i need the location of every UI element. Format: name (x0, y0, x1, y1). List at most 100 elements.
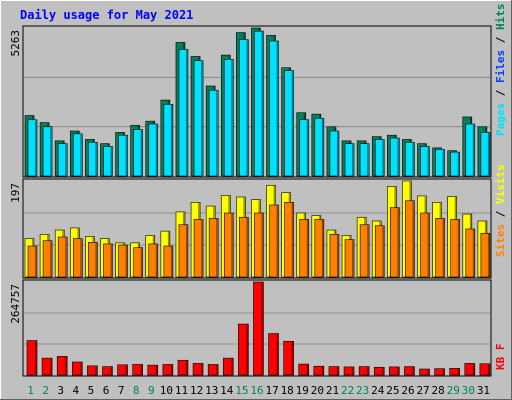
bar-sites (133, 247, 143, 278)
bar-kbytes (117, 364, 128, 376)
day-label-3: 3 (57, 384, 64, 397)
day-label-31: 31 (477, 384, 490, 397)
bar-sites (450, 219, 461, 278)
legend-pages-files-hits: Pages / Files / Hits (494, 4, 507, 137)
bar-kbytes (373, 366, 385, 376)
bar-kbytes (328, 366, 340, 376)
legend-item-pages: Pages (494, 103, 507, 136)
bar-sites (269, 204, 279, 278)
day-label-7: 7 (118, 384, 125, 397)
bars (26, 281, 491, 376)
legend-text: Pages / Files / Hits (494, 4, 507, 137)
day-label-22: 22 (341, 384, 354, 397)
bar-kbytes (102, 366, 113, 376)
bar-sites (103, 243, 113, 278)
bar-sites (254, 212, 264, 278)
bar-sites (480, 232, 491, 278)
bar-kbytes (419, 368, 430, 376)
bar-sites (193, 219, 204, 278)
bar-kbytes (404, 366, 415, 376)
bar-files (314, 118, 325, 177)
bar-files (284, 70, 294, 177)
bar-files (178, 49, 189, 177)
bar-sites (27, 245, 38, 278)
day-label-23: 23 (356, 384, 369, 397)
bar-sites (72, 238, 83, 278)
day-label-1: 1 (27, 384, 34, 397)
x-axis-day-labels: 1 2 3 4 5 6 7 8 9 10 11 12 13 14 15 16 17 18 19 20 21 22 23 24 2… (27, 384, 490, 397)
day-label-24: 24 (371, 384, 385, 397)
bar-sites (374, 225, 385, 278)
bar-files (133, 129, 143, 177)
bar-files (27, 119, 38, 177)
bar-files (72, 133, 83, 177)
bar-sites (42, 240, 53, 278)
bar-files (239, 39, 249, 177)
bar-kbytes (207, 364, 219, 376)
bar-kbytes (26, 340, 38, 376)
bar-files (269, 40, 279, 177)
bar-kbytes (238, 323, 249, 376)
day-label-10: 10 (160, 384, 173, 397)
bar-kbytes (389, 366, 400, 376)
bar-kbytes (464, 363, 476, 376)
bar-files (254, 30, 264, 177)
kbytes-panel: 264757 (9, 279, 492, 377)
bar-files (329, 130, 340, 177)
bar-sites (118, 244, 128, 278)
legend-sites-visits: Sites / Visits (494, 164, 507, 257)
bar-sites (57, 236, 68, 278)
day-label-25: 25 (386, 384, 399, 397)
legend-item-sites: Sites (494, 224, 507, 257)
bar-kbytes (222, 357, 234, 376)
bar-sites (223, 212, 234, 278)
bar-sites (359, 224, 370, 278)
bar-sites (405, 200, 415, 278)
bar-files (390, 137, 400, 177)
bar-kbytes (449, 368, 461, 376)
day-label-18: 18 (281, 384, 294, 397)
bar-sites (208, 218, 219, 278)
bar-files (359, 143, 370, 177)
bar-kbytes (177, 359, 189, 376)
legend-text: Sites / Visits (494, 164, 507, 257)
day-label-29: 29 (447, 384, 460, 397)
bar-sites (239, 216, 249, 278)
max-label-hits: 5263 (9, 30, 22, 57)
day-label-14: 14 (220, 384, 234, 397)
bar-kbytes (343, 366, 355, 376)
bar-files (299, 119, 310, 177)
bar-sites (465, 228, 476, 278)
max-label-kbytes: 264757 (9, 284, 22, 324)
bar-files (420, 146, 430, 177)
day-label-6: 6 (103, 384, 110, 397)
bar-files (148, 123, 159, 177)
bar-kbytes (283, 340, 294, 376)
bar-files (435, 148, 445, 177)
day-label-20: 20 (311, 384, 324, 397)
bar-sites (314, 219, 325, 278)
day-label-13: 13 (205, 384, 218, 397)
day-label-2: 2 (42, 384, 49, 397)
bar-files (480, 132, 491, 177)
bar-sites (148, 243, 159, 278)
bar-files (374, 139, 385, 177)
bar-kbytes (56, 356, 68, 376)
bar-sites (420, 212, 430, 278)
sites-visits-panel: 197 (9, 178, 492, 279)
day-label-9: 9 (148, 384, 155, 397)
bar-sites (435, 218, 445, 278)
day-label-26: 26 (401, 384, 414, 397)
bar-sites (88, 242, 98, 278)
bar-files (88, 141, 98, 177)
bar-sites (344, 239, 355, 278)
bar-files (450, 151, 461, 177)
day-label-4: 4 (73, 384, 80, 397)
bar-kbytes (41, 357, 53, 376)
day-label-30: 30 (462, 384, 475, 397)
day-label-27: 27 (416, 384, 429, 397)
day-label-15: 15 (235, 384, 248, 397)
bars (24, 180, 491, 278)
